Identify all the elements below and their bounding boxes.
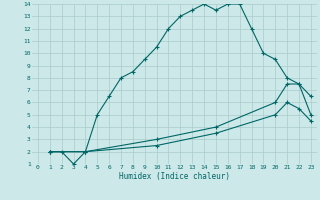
X-axis label: Humidex (Indice chaleur): Humidex (Indice chaleur): [119, 172, 230, 181]
